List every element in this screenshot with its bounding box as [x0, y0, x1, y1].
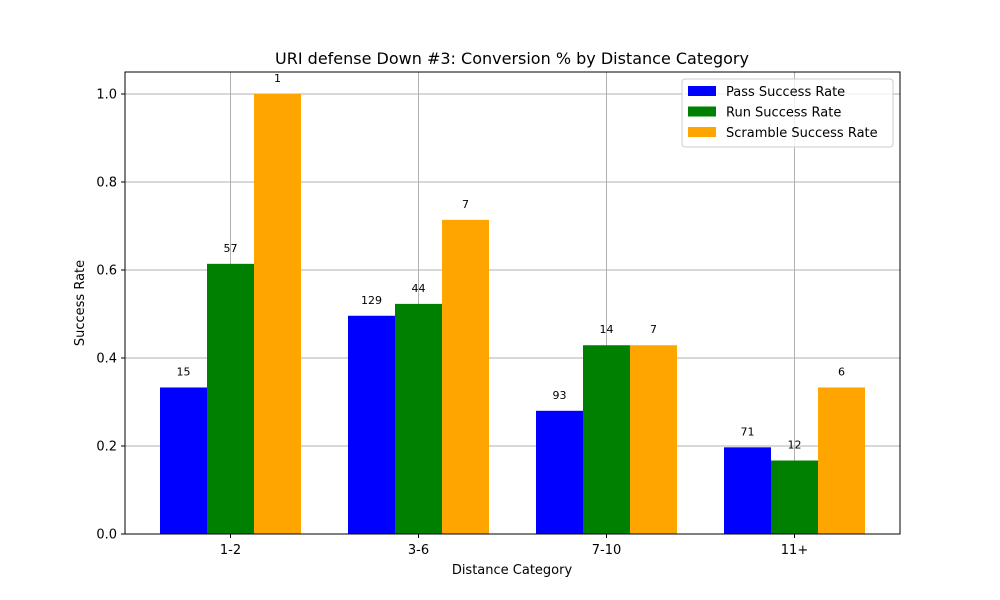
bar-count-label: 57	[224, 242, 238, 255]
y-tick-label: 0.4	[96, 352, 117, 367]
legend-swatch	[688, 127, 716, 137]
bar-count-label: 12	[788, 439, 802, 452]
x-axis-ticks: 1-2 3-6 7-10 11+	[220, 534, 808, 558]
y-tick-label: 0.8	[96, 176, 117, 191]
chart-title: URI defense Down #3: Conversion % by Dis…	[275, 49, 749, 68]
x-tick-label: 7-10	[592, 543, 622, 558]
x-tick-label: 3-6	[408, 543, 429, 558]
bars	[160, 94, 865, 534]
data-labels: 15 129 93 71 57 44 14 12 1 7 7 6	[177, 72, 846, 452]
bar-run-success-rate	[583, 345, 630, 534]
legend-swatch	[688, 106, 716, 117]
y-tick-label: 0.6	[96, 264, 117, 279]
bar-count-label: 129	[361, 294, 382, 307]
y-tick-label: 0.0	[96, 528, 117, 543]
bar-scramble-success-rate	[442, 219, 489, 534]
bar-count-label: 14	[600, 323, 614, 336]
legend: Pass Success Rate Run Success Rate Scrambl…	[681, 78, 894, 148]
bar-run-success-rate	[207, 263, 254, 534]
bar-scramble-success-rate	[630, 345, 677, 534]
y-axis-ticks: 0.0 0.2 0.4 0.6 0.8 1.0	[96, 88, 125, 543]
bar-count-label: 71	[741, 425, 755, 438]
bar-count-label: 44	[412, 282, 426, 295]
legend-box	[681, 78, 894, 148]
bar-pass-success-rate	[160, 387, 207, 534]
bar-scramble-success-rate	[818, 387, 865, 534]
bar-count-label: 93	[553, 389, 567, 402]
bar-count-label: 7	[462, 198, 469, 211]
y-axis-label: Success Rate	[73, 260, 88, 346]
bar-count-label: 1	[274, 72, 281, 85]
bar-pass-success-rate	[536, 410, 583, 534]
x-tick-label: 1-2	[220, 543, 241, 558]
legend-swatch	[688, 86, 716, 96]
legend-entry-label: Scramble Success Rate	[726, 126, 878, 141]
legend-entry-label: Run Success Rate	[726, 106, 841, 121]
x-axis-label: Distance Category	[452, 563, 573, 578]
bar-count-label: 7	[650, 323, 657, 336]
bar-count-label: 6	[838, 365, 845, 378]
bar-count-label: 15	[177, 365, 191, 378]
bar-pass-success-rate	[724, 447, 771, 534]
plot-frame	[124, 71, 901, 535]
y-tick-label: 1.0	[96, 88, 117, 103]
bar-pass-success-rate	[348, 315, 395, 534]
x-tick-label: 11+	[781, 543, 808, 558]
legend-entry-label: Pass Success Rate	[726, 85, 845, 100]
bar-run-success-rate	[395, 303, 442, 534]
bar-run-success-rate	[771, 460, 818, 534]
y-tick-label: 0.2	[96, 440, 117, 455]
bar-scramble-success-rate	[254, 94, 301, 534]
